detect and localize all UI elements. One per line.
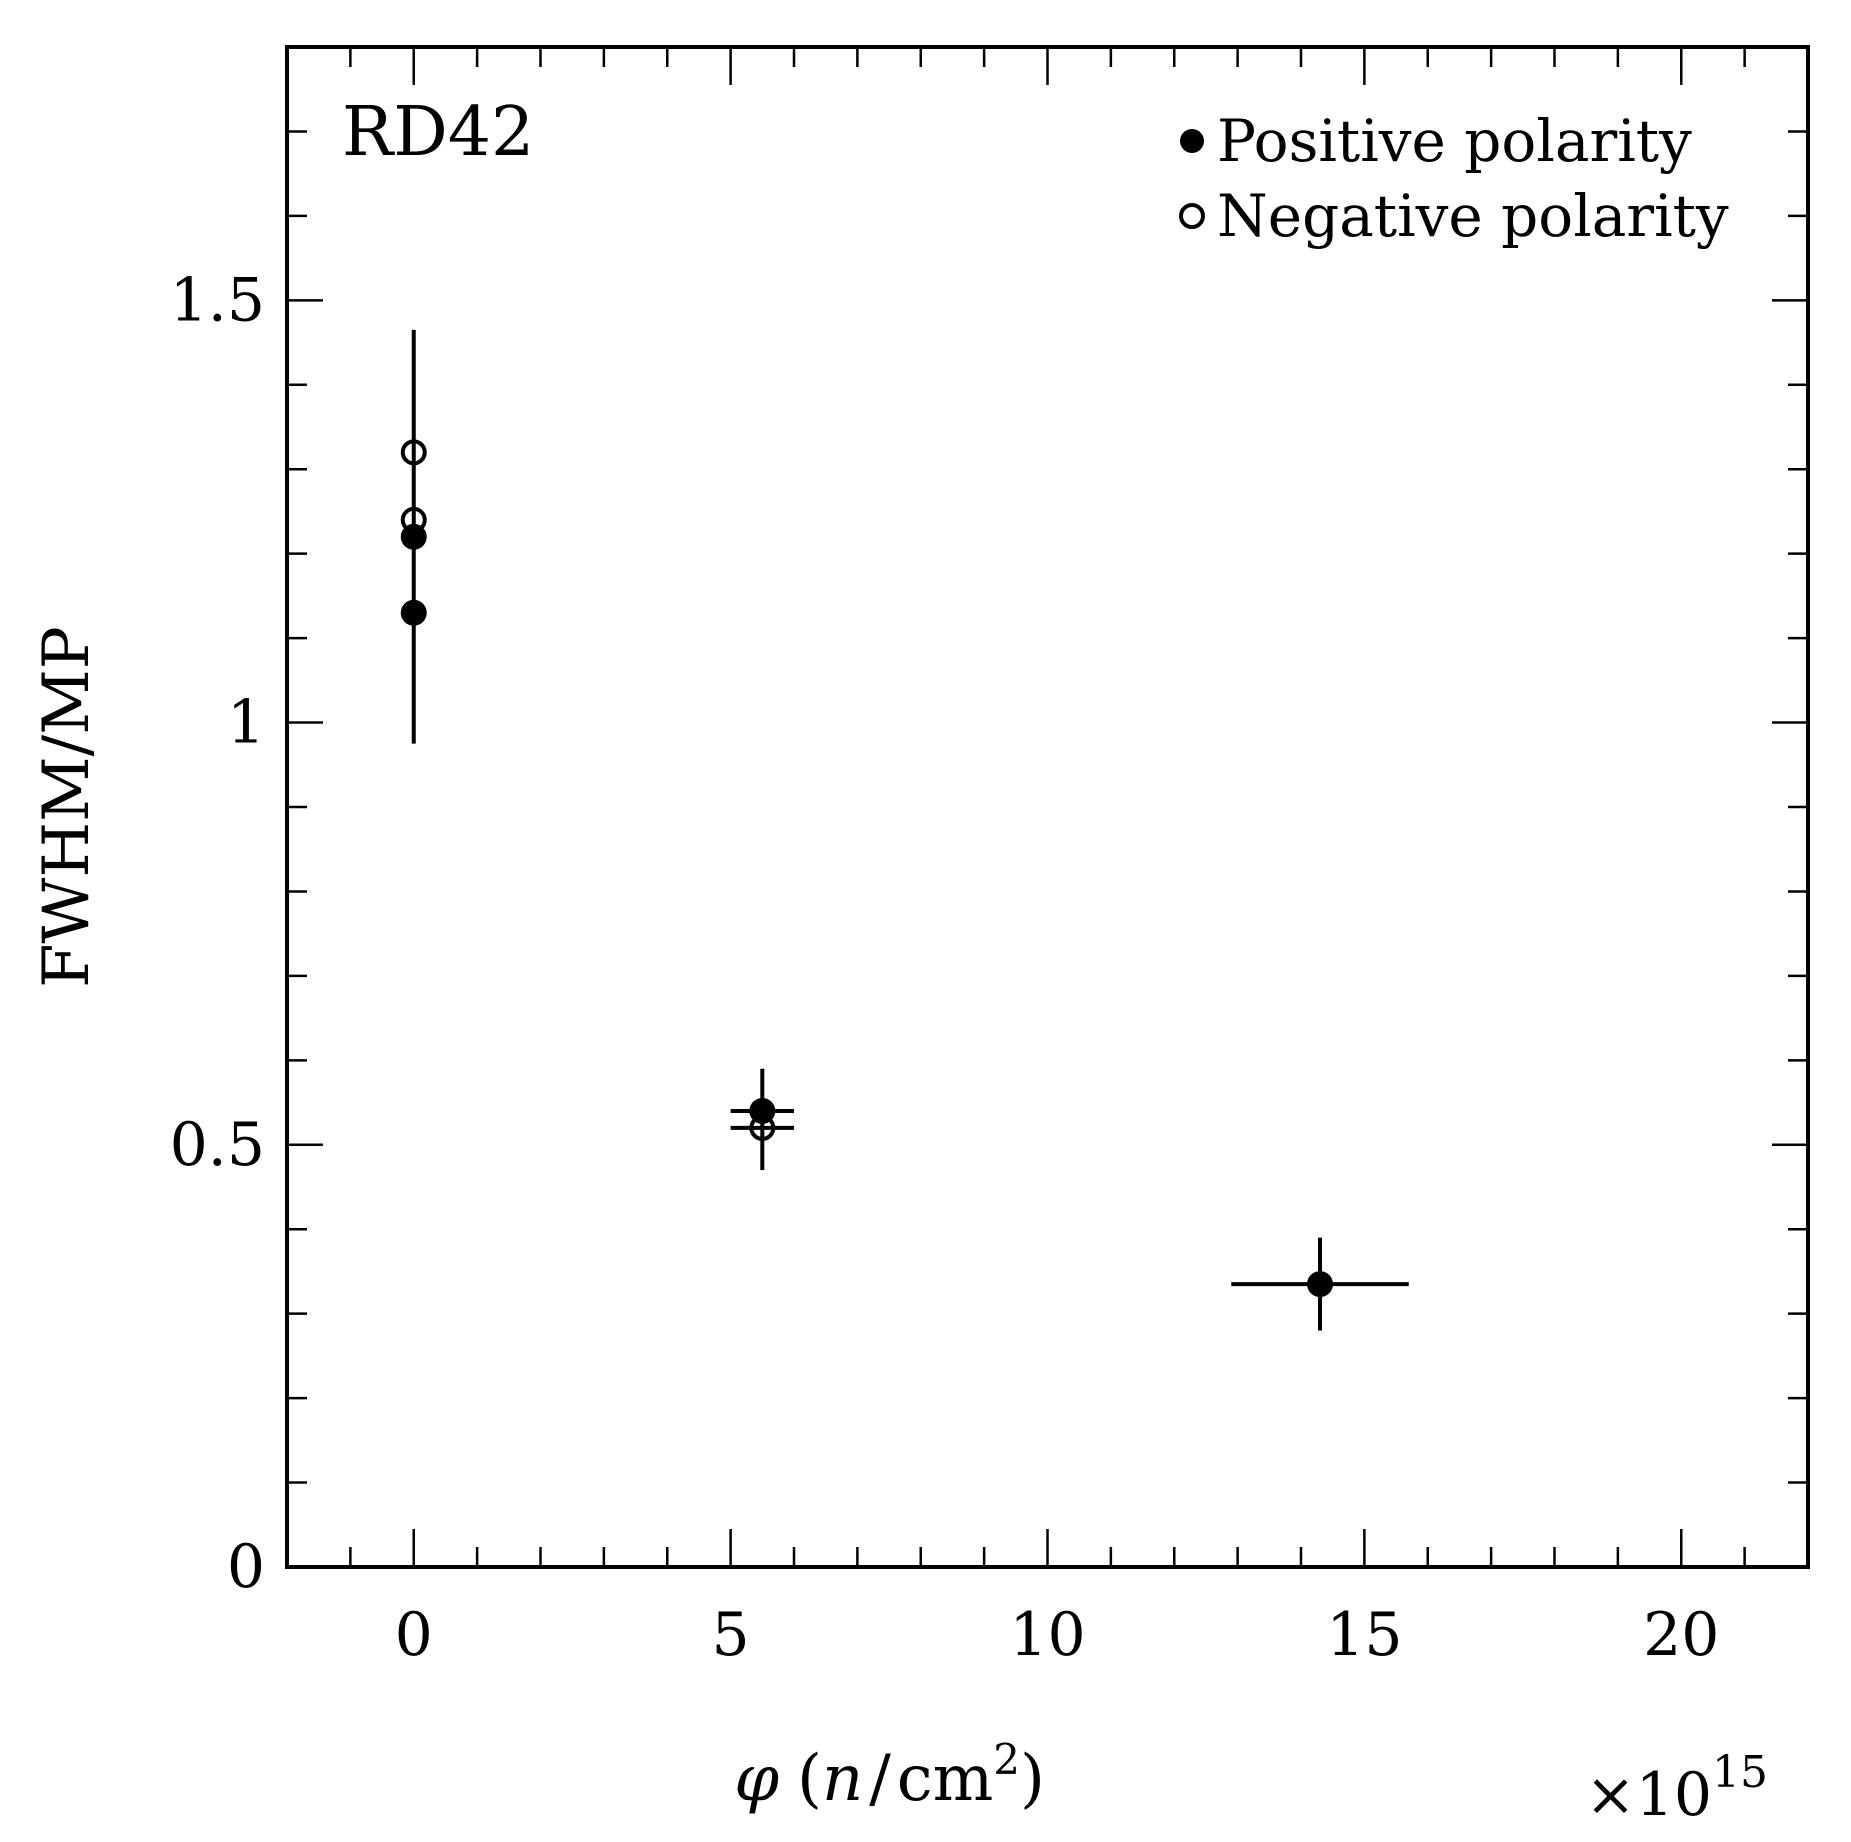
legend: Positive polarity Negative polarity [1179, 107, 1729, 250]
y-tick-label: 1 [227, 688, 265, 758]
legend-marker-positive [1180, 129, 1204, 153]
data-point-positive [400, 599, 427, 626]
x-axis-title-cm: cm [897, 1742, 994, 1816]
x-axis-title-symbol: φ [734, 1742, 779, 1816]
x-axis-title-open: ( [797, 1742, 822, 1816]
x-axis-title-power: 2 [993, 1735, 1020, 1784]
y-tick-label: 1.5 [170, 265, 265, 335]
x-tick-label: 5 [712, 1600, 750, 1670]
y-tick-label: 0 [227, 1532, 265, 1602]
plot-frame [285, 45, 1810, 1569]
legend-label-negative: Negative polarity [1217, 182, 1729, 250]
data-points [400, 329, 1409, 1331]
x-axis-multiplier-power: 15 [1712, 1747, 1768, 1798]
data-point-negative [749, 1114, 776, 1141]
data-point-negative [400, 506, 427, 533]
axis-ticks [285, 45, 1810, 1569]
x-tick-label: 15 [1326, 1600, 1402, 1670]
legend-label-positive: Positive polarity [1217, 107, 1692, 175]
x-axis-multiplier-base: ×10 [1585, 1760, 1712, 1830]
x-axis-title-slash: / [869, 1742, 891, 1816]
y-axis-title: FWHM/MP [30, 626, 104, 988]
x-tick-labels: 0 5 10 15 20 [395, 1600, 1720, 1670]
x-tick-label: 10 [1009, 1600, 1085, 1670]
x-axis-multiplier: ×1015 [1585, 1747, 1768, 1830]
data-point-negative [400, 439, 427, 466]
data-point-positive [1307, 1271, 1334, 1298]
y-tick-labels: 0 0.5 1 1.5 [170, 265, 265, 1602]
rd42-annotation: RD42 [342, 93, 534, 172]
x-tick-label: 20 [1643, 1600, 1719, 1670]
y-tick-label: 0.5 [170, 1110, 265, 1180]
x-axis-title-close: ) [1020, 1742, 1045, 1816]
legend-marker-negative [1179, 203, 1205, 229]
x-tick-label: 0 [395, 1600, 433, 1670]
x-axis-title-n: n [822, 1742, 863, 1816]
x-axis-title: φ (n/cm2) [734, 1735, 1045, 1816]
